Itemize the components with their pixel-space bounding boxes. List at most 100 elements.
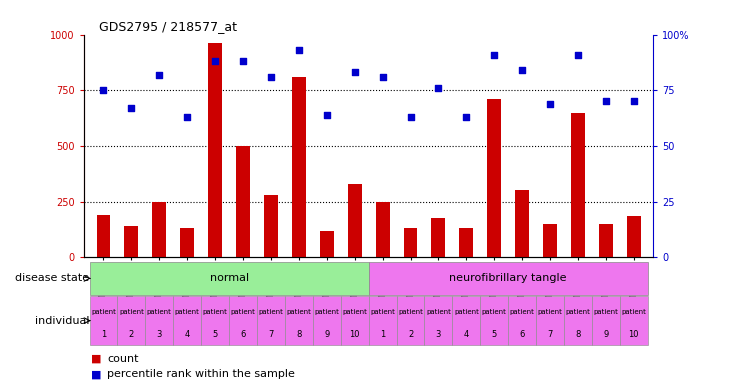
Point	[572, 51, 584, 58]
Point	[516, 67, 528, 73]
Bar	[173, 296, 201, 345]
Text: patient: patient	[174, 309, 200, 314]
Text: 5: 5	[491, 330, 497, 339]
Text: individual: individual	[35, 316, 90, 326]
Text: GDS2795 / 218577_at: GDS2795 / 218577_at	[99, 20, 237, 33]
Bar	[488, 99, 502, 257]
Text: patient: patient	[147, 309, 172, 314]
Text: patient: patient	[482, 309, 507, 314]
Text: 1: 1	[380, 330, 385, 339]
Bar	[341, 296, 369, 345]
Bar	[90, 296, 118, 345]
Bar	[599, 224, 613, 257]
Bar	[571, 113, 585, 257]
Bar	[536, 296, 564, 345]
Bar	[515, 190, 529, 257]
Bar	[459, 228, 473, 257]
Point	[237, 58, 249, 65]
Bar	[90, 262, 369, 295]
Bar	[208, 43, 222, 257]
Bar	[453, 296, 480, 345]
Bar	[236, 146, 250, 257]
Bar	[124, 226, 139, 257]
Point	[126, 105, 137, 111]
Bar	[264, 195, 278, 257]
Point	[628, 98, 639, 104]
Point	[210, 58, 221, 65]
Text: 8: 8	[575, 330, 580, 339]
Bar	[543, 224, 557, 257]
Bar	[347, 184, 361, 257]
Text: patient: patient	[342, 309, 367, 314]
Bar	[292, 77, 306, 257]
Bar	[285, 296, 313, 345]
Bar	[508, 296, 536, 345]
Bar	[313, 296, 341, 345]
Text: normal: normal	[210, 273, 249, 283]
Text: 2: 2	[408, 330, 413, 339]
Bar	[96, 215, 110, 257]
Point	[321, 112, 333, 118]
Bar	[396, 296, 424, 345]
Point	[293, 47, 304, 53]
Text: patient: patient	[593, 309, 618, 314]
Text: patient: patient	[426, 309, 451, 314]
Text: patient: patient	[203, 309, 228, 314]
Bar	[424, 296, 453, 345]
Text: patient: patient	[258, 309, 283, 314]
Bar	[620, 296, 648, 345]
Text: disease state: disease state	[15, 273, 90, 283]
Bar	[369, 296, 396, 345]
Text: patient: patient	[510, 309, 534, 314]
Point	[153, 71, 165, 78]
Bar	[201, 296, 229, 345]
Text: patient: patient	[119, 309, 144, 314]
Point	[377, 74, 388, 80]
Bar	[257, 296, 285, 345]
Text: 4: 4	[185, 330, 190, 339]
Point	[600, 98, 612, 104]
Bar	[145, 296, 173, 345]
Bar	[431, 218, 445, 257]
Bar	[180, 228, 194, 257]
Text: 8: 8	[296, 330, 301, 339]
Text: patient: patient	[566, 309, 591, 314]
Bar	[564, 296, 592, 345]
Text: 10: 10	[350, 330, 360, 339]
Text: patient: patient	[537, 309, 563, 314]
Bar	[320, 230, 334, 257]
Text: 7: 7	[268, 330, 274, 339]
Text: 10: 10	[629, 330, 639, 339]
Text: 3: 3	[436, 330, 441, 339]
Text: 7: 7	[548, 330, 553, 339]
Bar	[153, 202, 166, 257]
Text: count: count	[107, 354, 139, 364]
Point	[98, 87, 110, 93]
Point	[545, 101, 556, 107]
Bar	[369, 262, 648, 295]
Text: 1: 1	[101, 330, 106, 339]
Text: neurofibrillary tangle: neurofibrillary tangle	[450, 273, 567, 283]
Bar	[480, 296, 508, 345]
Text: patient: patient	[231, 309, 256, 314]
Text: 6: 6	[520, 330, 525, 339]
Text: 5: 5	[212, 330, 218, 339]
Point	[404, 114, 416, 120]
Text: patient: patient	[454, 309, 479, 314]
Point	[349, 70, 361, 76]
Text: patient: patient	[398, 309, 423, 314]
Bar	[627, 216, 641, 257]
Text: patient: patient	[91, 309, 116, 314]
Text: patient: patient	[370, 309, 395, 314]
Text: ■: ■	[91, 354, 101, 364]
Point	[181, 114, 193, 120]
Bar	[404, 228, 418, 257]
Text: 6: 6	[240, 330, 246, 339]
Text: 4: 4	[464, 330, 469, 339]
Point	[265, 74, 277, 80]
Bar	[229, 296, 257, 345]
Text: patient: patient	[315, 309, 339, 314]
Text: 2: 2	[128, 330, 134, 339]
Text: patient: patient	[286, 309, 311, 314]
Bar	[118, 296, 145, 345]
